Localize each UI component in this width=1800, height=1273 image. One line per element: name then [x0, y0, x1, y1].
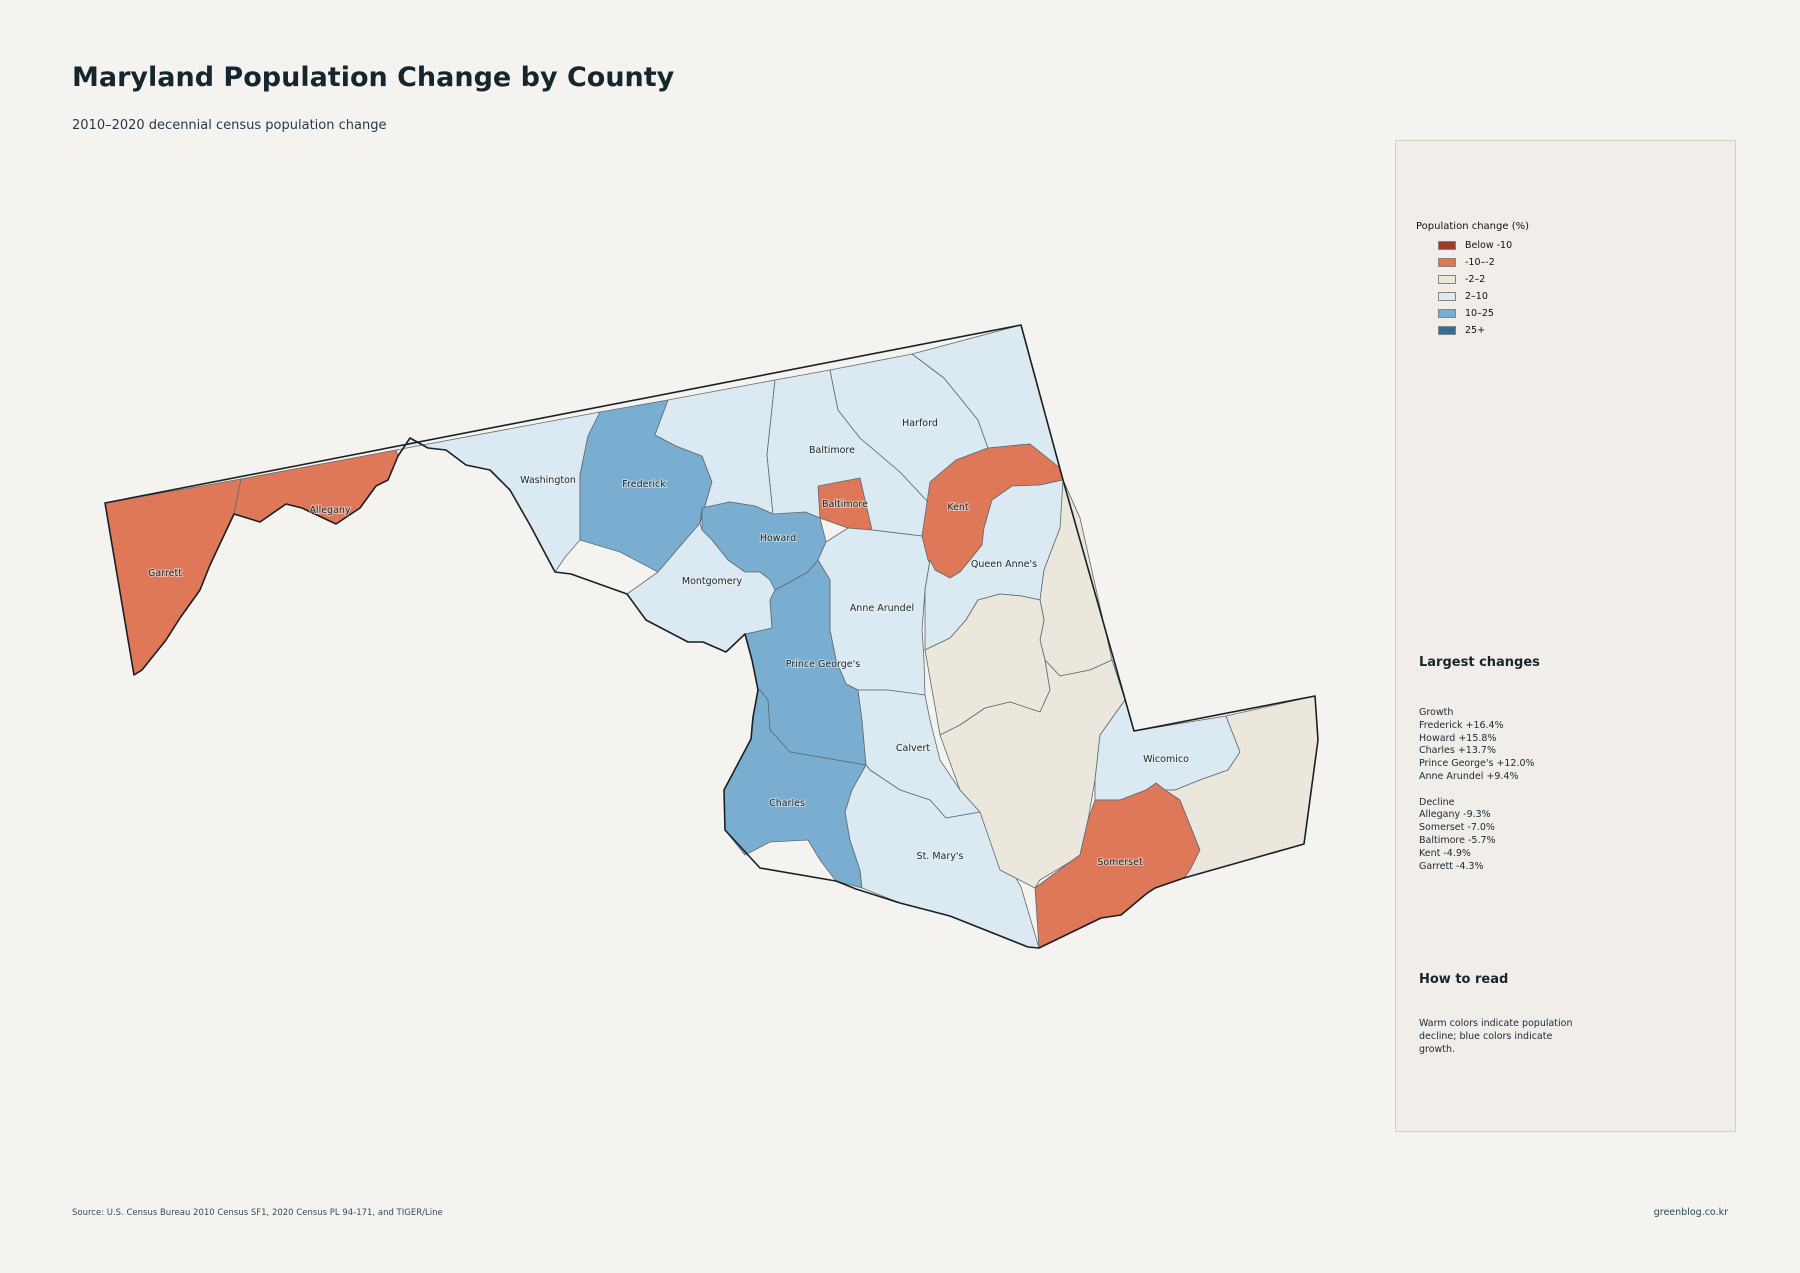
- state-outline: [104, 324, 1319, 949]
- decline-item: Kent -4.9%: [1419, 847, 1471, 859]
- growth-item: Frederick +16.4%: [1419, 719, 1504, 731]
- legend-label: 10–25: [1465, 308, 1494, 319]
- legend-label: -2–2: [1465, 274, 1486, 285]
- legend-item-10-to-25: 10–25: [1438, 305, 1529, 322]
- county-label-prince-george-s: Prince George's: [786, 659, 860, 670]
- county-label-charles: Charles: [769, 798, 805, 809]
- legend: Population change (%) Below -10 -10–-2 -…: [1416, 221, 1529, 339]
- decline-item: Somerset -7.0%: [1419, 822, 1495, 834]
- county-label-harford: Harford: [902, 418, 938, 429]
- legend-label: Below -10: [1465, 240, 1513, 251]
- county-washington: [395, 411, 601, 573]
- county-label-washington: Washington: [520, 475, 576, 486]
- county-label-garrett: Garrett: [148, 568, 182, 579]
- labels-layer: Garrett Allegany Washington Frederick Baltim…: [147, 417, 1190, 869]
- legend-swatch: [1438, 292, 1456, 301]
- growth-item: Prince George's +12.0%: [1419, 758, 1535, 770]
- legend-item-minus-2-to-2: -2–2: [1438, 271, 1529, 288]
- legend-label: 25+: [1465, 325, 1486, 336]
- legend-label: 2–10: [1465, 291, 1488, 302]
- legend-swatch: [1438, 275, 1456, 284]
- site-credit: greenblog.co.kr: [1653, 1207, 1728, 1218]
- legend-swatch: [1438, 241, 1456, 250]
- source-note: Source: U.S. Census Bureau 2010 Census S…: [72, 1208, 443, 1218]
- largest-changes-title: Largest changes: [1419, 655, 1540, 670]
- legend-label: -10–-2: [1465, 257, 1495, 268]
- decline-item: Allegany -9.3%: [1419, 809, 1491, 821]
- legend-swatch: [1438, 258, 1456, 267]
- county-label-howard: Howard: [760, 533, 796, 544]
- county-label-st-mary-s: St. Mary's: [917, 851, 964, 862]
- growth-heading: Growth: [1419, 707, 1454, 718]
- largest-changes-list: Growth Frederick +16.4% Howard +15.8% Ch…: [1419, 707, 1535, 873]
- county-label-somerset: Somerset: [1097, 857, 1143, 868]
- county-label-baltimore-city: Baltimore: [822, 499, 868, 510]
- legend-item-2-to-10: 2–10: [1438, 288, 1529, 305]
- county-label-queen-anne-s: Queen Anne's: [971, 559, 1037, 570]
- legend-item-minus-10-to-minus-2: -10–-2: [1438, 254, 1529, 271]
- growth-item: Anne Arundel +9.4%: [1419, 770, 1519, 782]
- side-panel: Population change (%) Below -10 -10–-2 -…: [1395, 140, 1736, 1132]
- legend-title: Population change (%): [1416, 221, 1530, 232]
- growth-item: Howard +15.8%: [1419, 732, 1497, 744]
- how-to-read-text: Warm colors indicate population decline;…: [1419, 1018, 1573, 1055]
- map-title: Maryland Population Change by County: [72, 62, 675, 93]
- list-spacer: [1419, 784, 1535, 797]
- decline-item: Baltimore -5.7%: [1419, 834, 1496, 846]
- counties-layer: [104, 324, 1319, 949]
- growth-item: Charles +13.7%: [1419, 745, 1496, 757]
- county-label-allegany: Allegany: [309, 505, 350, 516]
- legend-swatch: [1438, 326, 1456, 335]
- county-label-anne-arundel: Anne Arundel: [850, 603, 914, 614]
- county-label-montgomery: Montgomery: [682, 576, 743, 587]
- legend-item-25-plus: 25+: [1438, 322, 1529, 339]
- legend-item-below-minus-10: Below -10: [1438, 237, 1529, 254]
- map-subtitle: 2010–2020 decennial census population ch…: [72, 118, 387, 133]
- county-label-frederick: Frederick: [622, 479, 666, 490]
- county-label-baltimore-county: Baltimore: [809, 445, 855, 456]
- county-label-wicomico: Wicomico: [1143, 754, 1189, 765]
- county-label-kent: Kent: [947, 502, 969, 513]
- how-to-read-title: How to read: [1419, 972, 1509, 987]
- legend-swatch: [1438, 309, 1456, 318]
- decline-heading: Decline: [1419, 796, 1455, 808]
- county-label-calvert: Calvert: [896, 743, 930, 754]
- decline-item: Garrett -4.3%: [1419, 860, 1484, 872]
